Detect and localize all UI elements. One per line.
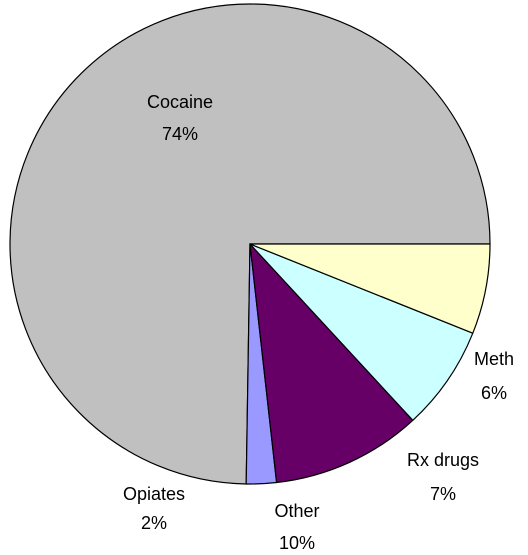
- label-opiates-percent: 2%: [141, 513, 167, 533]
- pie-slice-cocaine: [9, 3, 491, 485]
- pie-slice-meth: [249, 243, 491, 334]
- pie-slice-other: [249, 243, 414, 484]
- pie-slices: [9, 3, 491, 485]
- label-cocaine-percent: 74%: [162, 124, 198, 144]
- pie-labels: Cocaine 74% Meth 6% Rx drugs 7% Opiates …: [123, 92, 514, 553]
- label-meth-name: Meth: [474, 349, 514, 369]
- label-rx-drugs-name: Rx drugs: [407, 450, 479, 470]
- label-rx-drugs-percent: 7%: [430, 484, 456, 504]
- label-opiates-name: Opiates: [123, 484, 185, 504]
- label-other-name: Other: [274, 501, 319, 521]
- label-meth-percent: 6%: [481, 383, 507, 403]
- pie-slice-rx-drugs: [249, 243, 474, 421]
- label-other-percent: 10%: [279, 533, 315, 553]
- label-cocaine-name: Cocaine: [147, 92, 213, 112]
